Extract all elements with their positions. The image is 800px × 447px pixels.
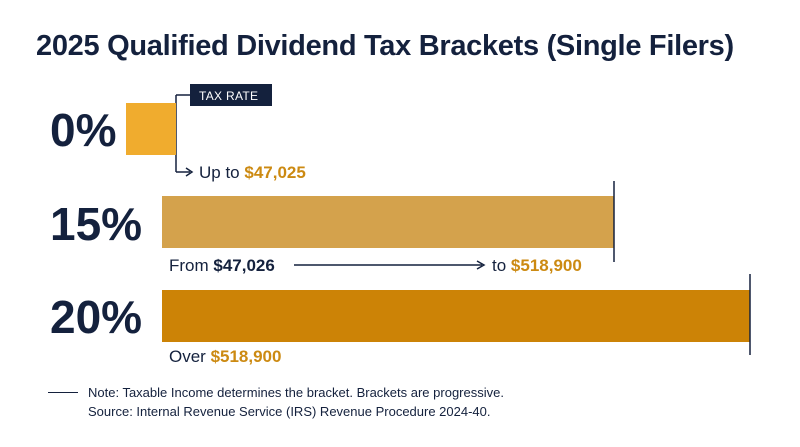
range-text-15-end: to $518,900 [492, 256, 582, 275]
range-15-prefix: From [169, 256, 213, 275]
range-15-arrow-head [476, 260, 486, 270]
range-15-to: to [492, 256, 511, 275]
range-text-20: Over $518,900 [169, 347, 281, 366]
range-0-amount: $47,025 [244, 163, 305, 182]
note-divider [48, 392, 78, 393]
bar-0-percent [126, 103, 176, 155]
rate-label-0: 0% [50, 104, 116, 156]
arrow-0-head [185, 167, 194, 177]
notes-block: Note: Taxable Income determines the brac… [88, 383, 504, 421]
range-0-prefix: Up to [199, 163, 244, 182]
bar-15-percent [162, 196, 614, 248]
range-text-15-start: From $47,026 [169, 256, 275, 275]
note-text: Note: Taxable Income determines the brac… [88, 385, 504, 400]
rate-label-15: 15% [50, 198, 142, 250]
range-text-0: Up to $47,025 [199, 163, 306, 182]
range-15-start-amount: $47,026 [213, 256, 274, 275]
rate-label-20: 20% [50, 291, 142, 343]
range-20-amount: $518,900 [211, 347, 282, 366]
tax-rate-tag-label: TAX RATE [199, 89, 258, 103]
bar-20-percent [162, 290, 750, 342]
tax-rate-tag [190, 84, 272, 106]
range-20-prefix: Over [169, 347, 211, 366]
source-text: Source: Internal Revenue Service (IRS) R… [88, 404, 491, 419]
range-15-end-amount: $518,900 [511, 256, 582, 275]
chart-title: 2025 Qualified Dividend Tax Brackets (Si… [36, 30, 734, 62]
